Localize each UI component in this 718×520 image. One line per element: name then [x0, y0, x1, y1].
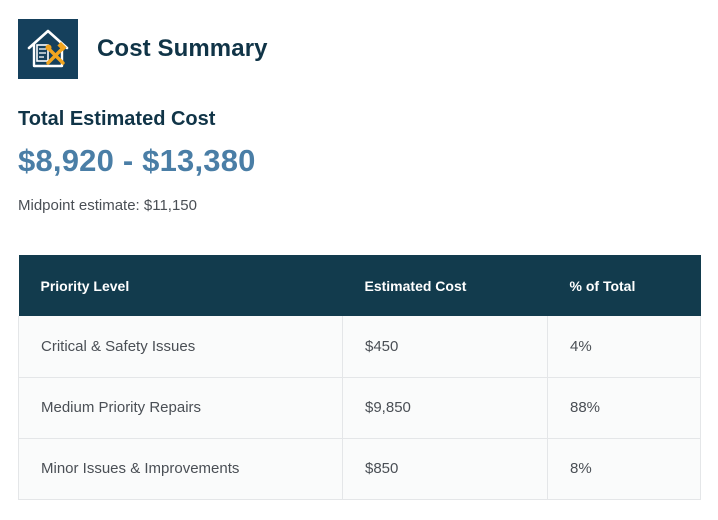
cost-breakdown-table: Priority Level Estimated Cost % of Total… [18, 255, 701, 500]
cost-cell: $850 [342, 438, 548, 500]
midpoint-estimate: Midpoint estimate: $11,150 [18, 197, 197, 214]
page-header: Cost Summary [18, 19, 268, 79]
percent-cell: 8% [547, 438, 701, 500]
table-row: Medium Priority Repairs $9,850 88% [18, 377, 701, 439]
house-tools-icon [18, 19, 78, 79]
column-header-cost: Estimated Cost [342, 255, 548, 316]
page-title: Cost Summary [97, 35, 268, 62]
percent-cell: 4% [547, 316, 701, 378]
cost-cell: $450 [342, 316, 548, 378]
total-cost-heading: Total Estimated Cost [18, 108, 216, 130]
column-header-percent: % of Total [547, 255, 701, 316]
table-header-row: Priority Level Estimated Cost % of Total [18, 255, 701, 316]
priority-cell: Critical & Safety Issues [18, 316, 343, 378]
column-header-priority: Priority Level [18, 255, 343, 316]
priority-cell: Minor Issues & Improvements [18, 438, 343, 500]
cost-cell: $9,850 [342, 377, 548, 439]
cost-range-value: $8,920 - $13,380 [18, 143, 256, 178]
percent-cell: 88% [547, 377, 701, 439]
priority-cell: Medium Priority Repairs [18, 377, 343, 439]
table-row: Critical & Safety Issues $450 4% [18, 316, 701, 378]
table-row: Minor Issues & Improvements $850 8% [18, 438, 701, 500]
